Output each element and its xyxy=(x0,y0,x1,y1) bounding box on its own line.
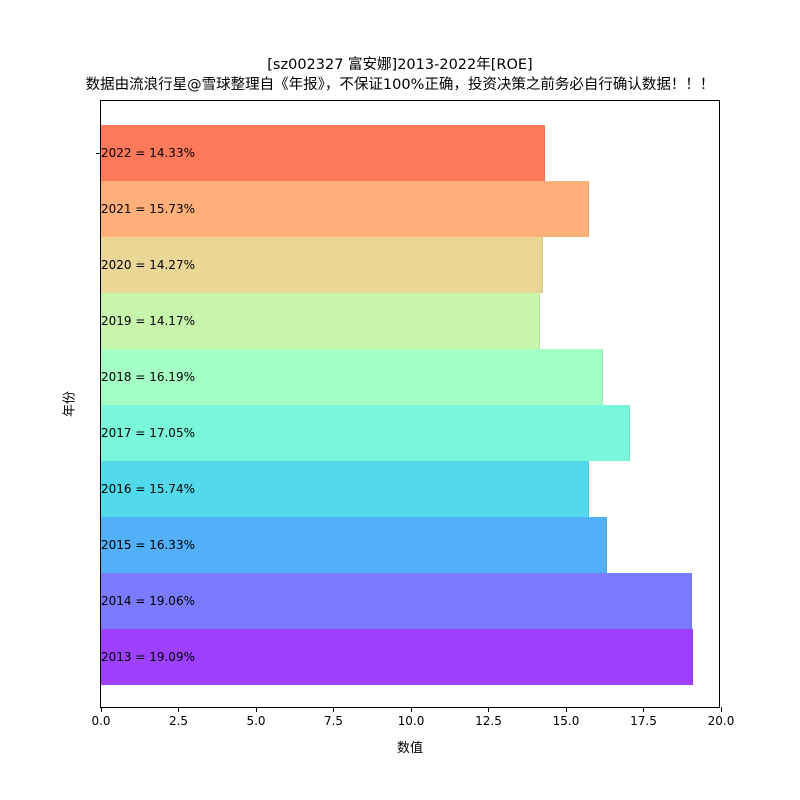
bar-2019 xyxy=(101,293,541,349)
bar-label: 2017 = 17.05% xyxy=(101,426,195,440)
x-tick xyxy=(488,707,489,712)
bar-2013 xyxy=(101,629,693,685)
x-tick xyxy=(643,707,644,712)
bar-label: 2013 = 19.09% xyxy=(101,650,195,664)
bar-2021 xyxy=(101,181,589,237)
chart-subtitle: 数据由流浪行星@雪球整理自《年报》，不保证100%正确，投资决策之前务必自行确认… xyxy=(85,77,715,93)
x-tick xyxy=(100,707,102,712)
x-tick-label: 15.0 xyxy=(552,714,580,728)
plot-area: 2022 = 14.33% 2021 = 15.73% 2020 = 14.27% 2… xyxy=(91,100,734,728)
bar-label: 2015 = 16.33% xyxy=(101,538,195,552)
bar-2015 xyxy=(101,517,608,573)
bar-2016 xyxy=(101,461,589,517)
x-tick-label: 17.5 xyxy=(630,714,657,728)
bar-label: 2021 = 15.73% xyxy=(101,202,195,216)
x-tick xyxy=(565,707,567,712)
bar-label: 2014 = 19.06% xyxy=(101,594,195,608)
bar-2018 xyxy=(101,349,603,405)
x-tick-label: 12.5 xyxy=(475,714,502,728)
bar-2020 xyxy=(101,237,544,293)
bar-label: 2022 = 14.33% xyxy=(101,146,195,160)
bar-label: 2018 = 16.19% xyxy=(101,370,195,384)
bar-label: 2019 = 14.17% xyxy=(101,314,195,328)
x-tick xyxy=(720,707,722,712)
x-tick-label: 10.0 xyxy=(397,714,425,728)
x-tick xyxy=(333,707,334,712)
x-tick-label: 7.5 xyxy=(323,714,344,728)
x-tick-label: 5.0 xyxy=(246,714,266,728)
x-tick xyxy=(410,707,412,712)
x-tick-label: 20.0 xyxy=(707,714,735,728)
bar-2014 xyxy=(101,573,692,629)
bar-label: 2016 = 15.74% xyxy=(101,482,195,496)
bar-label: 2020 = 14.27% xyxy=(101,258,195,272)
x-axis-label: 数值 xyxy=(396,741,424,756)
x-tick-label: 2.5 xyxy=(168,714,189,728)
bar-2022 xyxy=(101,125,546,181)
y-axis-label: 年份 xyxy=(62,390,78,418)
x-tick xyxy=(178,707,179,712)
x-tick-label: 0.0 xyxy=(91,714,111,728)
x-tick xyxy=(255,707,257,712)
bar-2017 xyxy=(101,405,630,461)
chart-title: [sz002327 富安娜]2013-2022年[ROE] xyxy=(267,57,533,73)
y-tick xyxy=(96,153,101,154)
